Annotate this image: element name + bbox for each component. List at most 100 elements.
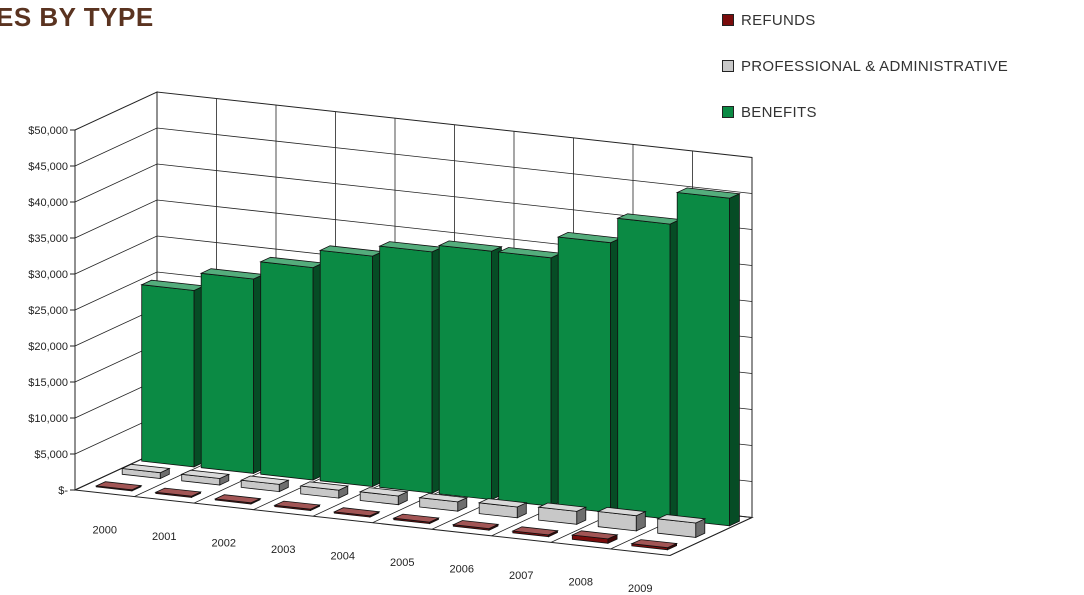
bar: [656, 514, 707, 539]
x-tick-label: 2009: [628, 583, 652, 595]
legend-item-professional-administrative: PROFESSIONAL & ADMINISTRATIVE: [722, 56, 1008, 76]
bar-top: [239, 475, 290, 485]
gridline-y: [74, 163, 753, 230]
chart-title: ES BY TYPE: [0, 2, 154, 32]
bar-front: [260, 261, 314, 481]
bar: [332, 507, 381, 518]
x-tick-label: 2001: [152, 531, 176, 543]
bar-top: [120, 463, 171, 474]
bar-top: [273, 500, 322, 510]
bar: [477, 498, 528, 519]
bar: [630, 539, 679, 551]
y-tick-label: $10,000: [28, 413, 68, 425]
x-tick-label: 2008: [569, 577, 593, 589]
y-tick-label: $5,000: [34, 449, 68, 461]
bar: [596, 506, 647, 532]
legend-swatch-benefits: [722, 106, 734, 118]
series-refunds: [94, 481, 679, 551]
bar-top: [511, 526, 559, 536]
bar: [451, 520, 500, 531]
series-professional-administrative: [120, 463, 707, 539]
bar-top: [180, 469, 231, 479]
bar: [556, 231, 622, 514]
y-tick-label: $25,000: [28, 305, 68, 317]
bar-top: [392, 513, 440, 523]
bar-top: [94, 481, 143, 491]
bar: [318, 245, 384, 488]
series-benefits: [140, 187, 741, 527]
bar: [511, 526, 559, 538]
x-tick-label: 2003: [271, 544, 295, 556]
bar: [378, 241, 444, 494]
bar: [616, 213, 682, 520]
legend-swatch-refunds: [722, 14, 734, 26]
y-tick-label: $-: [58, 485, 68, 497]
y-tick-label: $15,000: [28, 377, 68, 389]
bar: [437, 240, 503, 501]
bar: [213, 494, 262, 505]
bar-front: [438, 245, 493, 501]
bar: [299, 481, 350, 499]
x-tick-label: 2005: [390, 557, 414, 569]
legend-item-benefits: BENEFITS: [722, 102, 1008, 122]
bar: [199, 268, 265, 475]
bar-front: [498, 251, 552, 507]
y-tick-label: $35,000: [28, 233, 68, 245]
x-tick-label: 2004: [331, 550, 355, 562]
y-tick-label: $20,000: [28, 341, 68, 353]
bar-top: [213, 494, 262, 504]
bar-top: [537, 502, 588, 512]
bar-front: [557, 236, 611, 514]
bar: [418, 493, 469, 512]
bar: [259, 256, 325, 481]
bar: [358, 487, 409, 506]
x-tick-label: 2006: [450, 564, 474, 576]
bar-front: [319, 249, 374, 487]
legend-label-benefits: BENEFITS: [741, 103, 817, 121]
bar: [180, 469, 231, 486]
bar: [239, 475, 290, 493]
bar: [570, 530, 619, 544]
bar-top: [596, 506, 647, 517]
bar: [120, 463, 171, 480]
x-tick-label: 2007: [509, 570, 533, 582]
bar: [154, 487, 203, 499]
legend-swatch-professional-administrative: [722, 60, 734, 72]
y-tick-label: $45,000: [28, 161, 68, 173]
x-tick-label: 2002: [212, 537, 236, 549]
bar-top: [451, 520, 500, 530]
legend-item-refunds: REFUNDS: [722, 10, 1008, 30]
y-tick-label: $30,000: [28, 269, 68, 281]
bar-top: [332, 507, 381, 517]
bar: [392, 513, 440, 525]
bar: [497, 247, 563, 507]
bar: [273, 500, 322, 512]
y-tick-label: $40,000: [28, 197, 68, 209]
bar: [94, 481, 143, 492]
chart-legend: REFUNDS PROFESSIONAL & ADMINISTRATIVE BE…: [722, 10, 1008, 148]
bar-top: [477, 498, 528, 508]
bar: [537, 502, 588, 525]
y-tick-label: $50,000: [28, 125, 68, 137]
bar-front: [676, 192, 730, 527]
bar-front: [379, 245, 433, 494]
bar-side: [729, 193, 740, 527]
gridline-y: [74, 127, 753, 194]
gridline-floor: [669, 517, 753, 556]
bar-top: [570, 530, 619, 540]
bar: [140, 279, 206, 468]
bar-top: [299, 481, 350, 491]
bar-top: [437, 240, 503, 252]
legend-label-refunds: REFUNDS: [741, 11, 816, 29]
legend-label-professional-administrative: PROFESSIONAL & ADMINISTRATIVE: [741, 57, 1009, 75]
gridline-y: [74, 199, 753, 266]
x-tick-label: 2000: [93, 524, 117, 536]
bar-top: [418, 493, 469, 503]
bar-top: [154, 487, 203, 497]
bar-top: [656, 514, 707, 524]
bar-front: [617, 217, 671, 520]
bar-front: [200, 272, 255, 474]
bar-top: [630, 539, 679, 549]
bar-front: [141, 284, 195, 468]
